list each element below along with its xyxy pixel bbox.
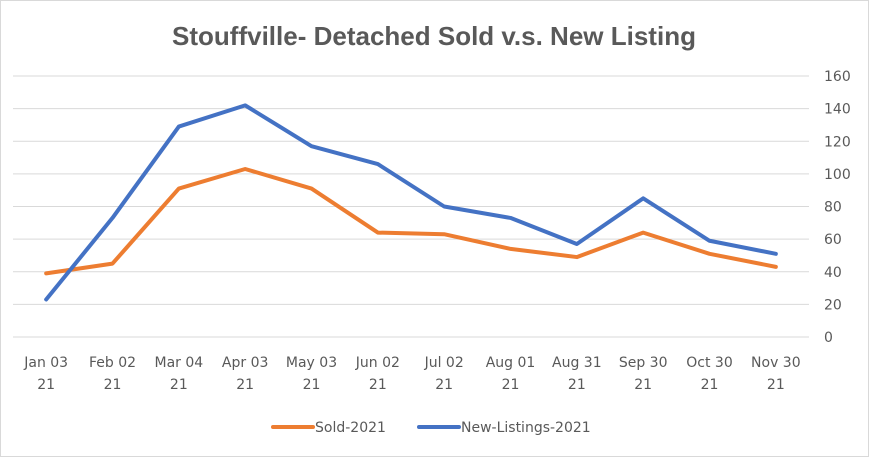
x-tick-label: Oct 30 bbox=[686, 355, 732, 371]
x-tick-label-year: 21 bbox=[170, 377, 188, 393]
y-tick-label: 140 bbox=[824, 102, 851, 118]
x-tick-label-year: 21 bbox=[701, 377, 719, 393]
y-tick-label: 120 bbox=[824, 134, 851, 150]
x-tick-label-year: 21 bbox=[37, 377, 55, 393]
y-tick-label: 100 bbox=[824, 167, 851, 183]
x-tick-label-year: 21 bbox=[767, 377, 785, 393]
x-tick-label: Aug 01 bbox=[486, 355, 536, 371]
x-tick-label: Apr 03 bbox=[222, 355, 268, 371]
x-tick-label: Aug 31 bbox=[552, 355, 602, 371]
x-tick-label: Jul 02 bbox=[424, 355, 464, 371]
x-tick-label-year: 21 bbox=[634, 377, 652, 393]
y-tick-label: 20 bbox=[824, 297, 842, 313]
y-tick-label: 40 bbox=[824, 265, 842, 281]
legend-label: New-Listings-2021 bbox=[461, 420, 591, 436]
legend: Sold-2021 New-Listings-2021 bbox=[271, 420, 591, 436]
y-tick-label: 0 bbox=[824, 330, 833, 346]
series-lines bbox=[44, 103, 778, 302]
y-tick-label: 160 bbox=[824, 69, 851, 85]
x-tick-label: Feb 02 bbox=[89, 355, 136, 371]
x-tick-label-year: 21 bbox=[236, 377, 254, 393]
y-tick-label: 60 bbox=[824, 232, 842, 248]
x-axis-ticks: Jan 03 21 Feb 02 21 Mar 04 21 Apr 03 21 May 03 21… bbox=[23, 355, 800, 393]
x-tick-label: Nov 30 bbox=[751, 355, 801, 371]
x-tick-label: May 03 bbox=[286, 355, 337, 371]
x-tick-label: Sep 30 bbox=[619, 355, 668, 371]
chart-title: Stouffville- Detached Sold v.s. New List… bbox=[172, 21, 696, 51]
legend-label: Sold-2021 bbox=[315, 420, 386, 436]
x-tick-label: Jan 03 bbox=[23, 355, 68, 371]
y-tick-label: 80 bbox=[824, 200, 842, 216]
x-tick-label-year: 21 bbox=[435, 377, 453, 393]
y-axis-ticks: 0 20 40 60 80 100 120 140 160 bbox=[824, 69, 851, 346]
series-line-sold-2021 bbox=[44, 166, 778, 276]
x-tick-label-year: 21 bbox=[303, 377, 321, 393]
x-tick-label-year: 21 bbox=[568, 377, 586, 393]
series-line-new-listings-2021 bbox=[44, 103, 778, 302]
x-tick-label-year: 21 bbox=[502, 377, 520, 393]
x-tick-label-year: 21 bbox=[104, 377, 122, 393]
x-tick-label-year: 21 bbox=[369, 377, 387, 393]
x-tick-label: Mar 04 bbox=[154, 355, 203, 371]
x-tick-label: Jun 02 bbox=[355, 355, 400, 371]
gridlines bbox=[13, 75, 809, 338]
